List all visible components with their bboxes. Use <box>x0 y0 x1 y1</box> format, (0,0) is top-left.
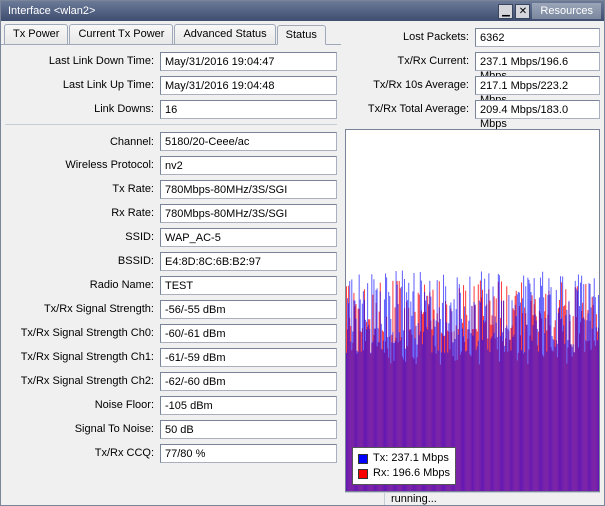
field-row: Tx/Rx Signal Strength Ch1:-61/-59 dBm <box>5 347 337 367</box>
tab-current-tx-power[interactable]: Current Tx Power <box>69 24 173 44</box>
field-value: -62/-60 dBm <box>160 372 337 391</box>
field-label: Tx/Rx Signal Strength: <box>5 303 160 315</box>
field-value: -61/-59 dBm <box>160 348 337 367</box>
stat-label: Lost Packets: <box>345 31 475 43</box>
field-value: 50 dB <box>160 420 337 439</box>
field-label: BSSID: <box>5 255 160 267</box>
field-label: Tx Rate: <box>5 183 160 195</box>
field-value: 5180/20-Ceee/ac <box>160 132 337 151</box>
field-label: Last Link Up Time: <box>5 79 160 91</box>
stat-label: Tx/Rx Total Average: <box>345 103 475 115</box>
field-value: WAP_AC-5 <box>160 228 337 247</box>
chart-svg <box>346 130 599 491</box>
field-value: 780Mbps-80MHz/3S/SGI <box>160 204 337 223</box>
status-form: Last Link Down Time:May/31/2016 19:04:47… <box>1 44 341 505</box>
field-label: Link Downs: <box>5 103 160 115</box>
field-row: Signal To Noise:50 dB <box>5 419 337 439</box>
minimize-button[interactable]: ▁ <box>498 4 513 19</box>
field-row: Last Link Up Time:May/31/2016 19:04:48 <box>5 75 337 95</box>
field-label: Tx/Rx Signal Strength Ch0: <box>5 327 160 339</box>
interface-window: Interface <wlan2> ▁ ✕ Resources Tx Power… <box>0 0 605 506</box>
field-value: E4:8D:8C:6B:B2:97 <box>160 252 337 271</box>
stat-row: Tx/Rx Total Average:209.4 Mbps/183.0 Mbp… <box>345 99 600 119</box>
field-row: Tx Rate:780Mbps-80MHz/3S/SGI <box>5 179 337 199</box>
field-row: Radio Name:TEST <box>5 275 337 295</box>
field-row: Last Link Down Time:May/31/2016 19:04:47 <box>5 51 337 71</box>
field-row: Tx/Rx CCQ:77/80 % <box>5 443 337 463</box>
stat-row: Tx/Rx 10s Average:217.1 Mbps/223.2 Mbps <box>345 75 600 95</box>
field-row: BSSID:E4:8D:8C:6B:B2:97 <box>5 251 337 271</box>
field-label: Noise Floor: <box>5 399 160 411</box>
field-label: Last Link Down Time: <box>5 55 160 67</box>
stat-label: Tx/Rx 10s Average: <box>345 79 475 91</box>
resources-tab[interactable]: Resources <box>532 3 601 19</box>
field-row: Tx/Rx Signal Strength:-56/-55 dBm <box>5 299 337 319</box>
chart-legend: Tx: 237.1 Mbps Rx: 196.6 Mbps <box>352 447 456 485</box>
field-label: Tx/Rx CCQ: <box>5 447 160 459</box>
left-panel: Tx PowerCurrent Tx PowerAdvanced StatusS… <box>1 21 341 505</box>
field-row: Link Downs:16 <box>5 99 337 119</box>
field-value: -105 dBm <box>160 396 337 415</box>
throughput-chart: Tx: 237.1 Mbps Rx: 196.6 Mbps <box>345 129 600 492</box>
legend-rx-text: Rx: 196.6 Mbps <box>373 466 450 481</box>
field-value: TEST <box>160 276 337 295</box>
field-row: Tx/Rx Signal Strength Ch0:-60/-61 dBm <box>5 323 337 343</box>
stat-value: 217.1 Mbps/223.2 Mbps <box>475 76 600 95</box>
titlebar: Interface <wlan2> ▁ ✕ Resources <box>1 1 604 21</box>
stat-row: Tx/Rx Current:237.1 Mbps/196.6 Mbps <box>345 51 600 71</box>
tabs: Tx PowerCurrent Tx PowerAdvanced StatusS… <box>1 21 341 44</box>
stat-row: Lost Packets:6362 <box>345 27 600 47</box>
field-label: Radio Name: <box>5 279 160 291</box>
field-label: Channel: <box>5 136 160 148</box>
status-text: running... <box>385 493 443 505</box>
right-panel: Lost Packets:6362Tx/Rx Current:237.1 Mbp… <box>341 21 604 505</box>
field-row: Noise Floor:-105 dBm <box>5 395 337 415</box>
field-label: Tx/Rx Signal Strength Ch1: <box>5 351 160 363</box>
field-row: Rx Rate:780Mbps-80MHz/3S/SGI <box>5 203 337 223</box>
field-label: Tx/Rx Signal Strength Ch2: <box>5 375 160 387</box>
field-value: May/31/2016 19:04:47 <box>160 52 337 71</box>
stats-form: Lost Packets:6362Tx/Rx Current:237.1 Mbp… <box>345 27 600 123</box>
field-row: Tx/Rx Signal Strength Ch2:-62/-60 dBm <box>5 371 337 391</box>
legend-rx: Rx: 196.6 Mbps <box>358 466 450 481</box>
tx-swatch-icon <box>358 454 368 464</box>
tab-advanced-status[interactable]: Advanced Status <box>174 24 275 44</box>
field-value: 780Mbps-80MHz/3S/SGI <box>160 180 337 199</box>
field-row: SSID:WAP_AC-5 <box>5 227 337 247</box>
legend-tx: Tx: 237.1 Mbps <box>358 451 450 466</box>
legend-tx-text: Tx: 237.1 Mbps <box>373 451 449 466</box>
field-row: Channel:5180/20-Ceee/ac <box>5 124 337 151</box>
titlebar-buttons: ▁ ✕ <box>498 4 530 19</box>
main-area: Tx PowerCurrent Tx PowerAdvanced StatusS… <box>1 21 604 505</box>
field-label: Wireless Protocol: <box>5 159 160 171</box>
stat-value: 6362 <box>475 28 600 47</box>
field-value: May/31/2016 19:04:48 <box>160 76 337 95</box>
stat-label: Tx/Rx Current: <box>345 55 475 67</box>
stat-value: 209.4 Mbps/183.0 Mbps <box>475 100 600 119</box>
window-title: Interface <wlan2> <box>4 5 498 17</box>
tab-status[interactable]: Status <box>277 25 326 45</box>
field-value: -60/-61 dBm <box>160 324 337 343</box>
field-label: SSID: <box>5 231 160 243</box>
field-value: 77/80 % <box>160 444 337 463</box>
field-row: Wireless Protocol:nv2 <box>5 155 337 175</box>
rx-swatch-icon <box>358 469 368 479</box>
field-value: 16 <box>160 100 337 119</box>
field-value: nv2 <box>160 156 337 175</box>
field-label: Rx Rate: <box>5 207 160 219</box>
tab-tx-power[interactable]: Tx Power <box>4 24 68 44</box>
statusbar: running... <box>345 492 600 505</box>
field-label: Signal To Noise: <box>5 423 160 435</box>
field-value: -56/-55 dBm <box>160 300 337 319</box>
close-button[interactable]: ✕ <box>515 4 530 19</box>
stat-value: 237.1 Mbps/196.6 Mbps <box>475 52 600 71</box>
